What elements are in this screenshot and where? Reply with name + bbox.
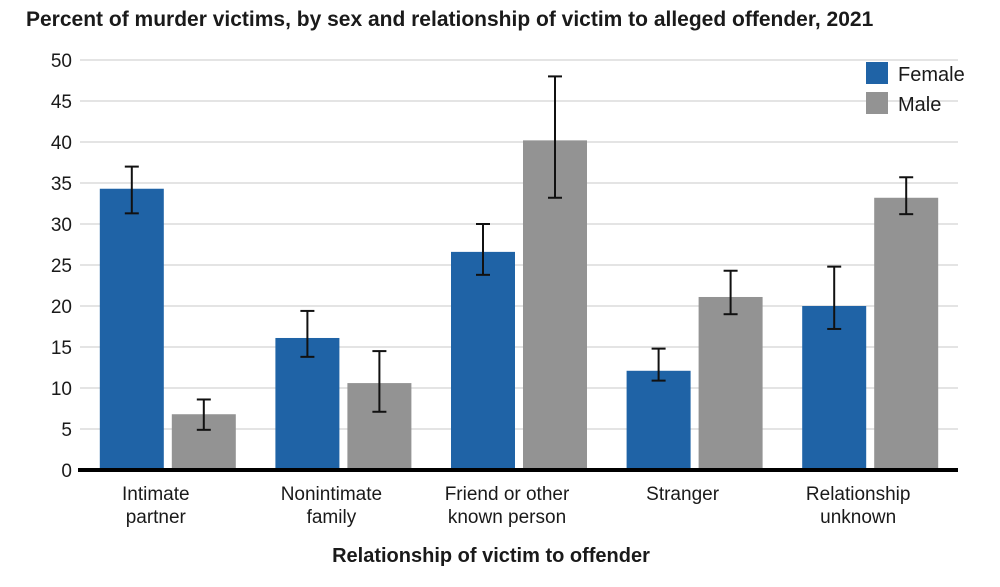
bars <box>99 140 939 471</box>
bar-female-4 <box>802 306 867 470</box>
x-category-label-4: Relationship unknown <box>806 484 911 528</box>
x-category-label-3: Stranger <box>646 484 720 505</box>
bar-female-0 <box>99 188 164 471</box>
x-category-label-2: Friend or other known person <box>445 484 570 528</box>
y-tick-label-0: 0 <box>61 461 72 482</box>
y-tick-label-5: 5 <box>61 420 72 441</box>
x-category-label-line: Intimate <box>122 484 190 505</box>
x-category-label-line: Nonintimate <box>281 484 382 505</box>
x-category-label-1: Nonintimate family <box>281 484 382 528</box>
x-category-label-line: Friend or other <box>445 484 570 505</box>
legend-swatch-male <box>866 92 888 114</box>
y-tick-label-35: 35 <box>51 174 72 195</box>
x-axis-title: Relationship of victim to offender <box>332 545 650 567</box>
y-tick-label-20: 20 <box>51 297 72 318</box>
bar-female-3 <box>626 370 691 470</box>
grid-lines <box>80 59 958 430</box>
bar-female-2 <box>451 251 515 470</box>
legend-swatch-female <box>866 62 888 84</box>
y-tick-label-50: 50 <box>51 51 72 72</box>
legend-label-male: Male <box>898 94 941 116</box>
bar-female-1 <box>275 337 340 470</box>
bar-male-4 <box>874 197 939 470</box>
y-tick-label-25: 25 <box>51 256 72 277</box>
y-tick-label-30: 30 <box>51 215 72 236</box>
x-category-label-line: Stranger <box>646 484 720 505</box>
y-tick-label-10: 10 <box>51 379 72 400</box>
y-tick-label-40: 40 <box>51 133 72 154</box>
x-category-label-line: family <box>307 507 357 528</box>
error-bars <box>124 75 914 431</box>
y-tick-label-45: 45 <box>51 92 72 113</box>
x-axis-categories: Intimate partner Nonintimate family Friend o… <box>122 484 910 528</box>
x-category-label-0: Intimate partner <box>122 484 190 528</box>
legend-label-female: Female <box>898 64 965 86</box>
chart-title: Percent of murder victims, by sex and re… <box>26 8 874 31</box>
x-category-label-line: Relationship <box>806 484 911 505</box>
x-category-label-line: partner <box>126 507 187 528</box>
bar-male-3 <box>698 296 763 470</box>
legend: Female Male <box>866 62 965 116</box>
x-category-label-line: unknown <box>820 507 896 528</box>
y-tick-label-15: 15 <box>51 338 72 359</box>
y-axis-ticks: 0 5 10 15 20 25 30 35 40 45 50 <box>51 51 72 482</box>
x-category-label-line: known person <box>448 507 566 528</box>
